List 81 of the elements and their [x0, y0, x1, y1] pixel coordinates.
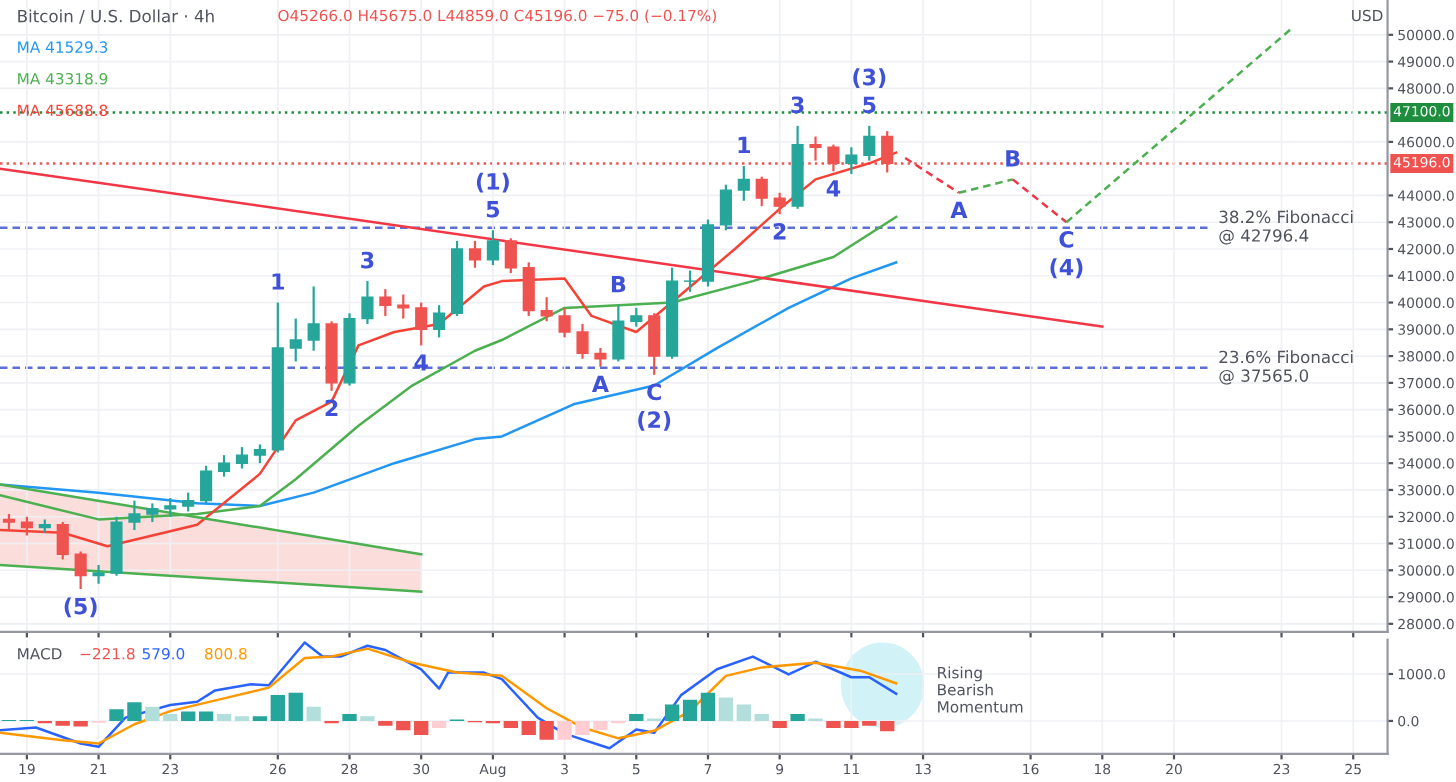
candlestick: [594, 346, 607, 368]
annotation: 1: [738, 136, 751, 154]
candlestick: [683, 269, 697, 293]
annotation: C: [647, 383, 661, 401]
bar: [342, 713, 357, 721]
candlestick: [20, 515, 33, 537]
bar: [503, 720, 518, 729]
annotation: (1): [476, 172, 509, 193]
annotation: (5): [64, 597, 97, 618]
bar: [700, 692, 716, 721]
candlestick: [397, 293, 410, 320]
candlestick: [164, 496, 177, 518]
candlestick: [540, 296, 553, 323]
candlestick: [217, 454, 231, 478]
ref-line-label: 23.6% Fibonacci @ 37565.0: [1219, 350, 1353, 385]
candlestick: [92, 563, 105, 585]
candlestick: [379, 288, 392, 318]
annotation: 4: [826, 180, 841, 197]
candlestick: [253, 443, 266, 465]
candlestick: [863, 124, 876, 162]
candlestick: [433, 304, 446, 339]
candlestick: [737, 164, 750, 202]
candlestick: [719, 183, 732, 232]
annotation: 1: [272, 273, 285, 290]
candlestick: [558, 306, 571, 339]
annotation: 3: [361, 251, 374, 269]
candlestick: [486, 229, 499, 267]
bar: [270, 695, 285, 721]
annotation: (2): [638, 410, 671, 431]
candlestick: [845, 146, 858, 176]
annotation: 5: [486, 201, 500, 218]
candlestick: [504, 237, 517, 275]
candlestick: [289, 317, 302, 363]
annotation: C: [1059, 230, 1074, 248]
candlestick: [200, 464, 213, 505]
candlestick: [576, 322, 589, 360]
annotation: 2: [773, 222, 786, 240]
bar: [790, 713, 805, 721]
bar: [288, 692, 303, 721]
bar: [629, 713, 644, 721]
bar: [414, 720, 429, 736]
bar: [306, 706, 321, 721]
bar: [216, 713, 232, 721]
candlestick: [415, 301, 428, 347]
candlestick: [56, 520, 69, 561]
candlestick: [361, 280, 374, 326]
ref-line-label: 38.2% Fibonacci @ 42796.4: [1219, 210, 1353, 245]
candlestick: [612, 304, 625, 363]
annotation: B: [1006, 150, 1020, 167]
candlestick: [755, 175, 768, 208]
candlestick: [235, 446, 249, 470]
annotation: 3: [791, 96, 804, 114]
annotation: 4: [414, 354, 428, 371]
annotation: (3): [853, 68, 886, 89]
bar: [772, 720, 787, 729]
candlestick: [468, 239, 482, 269]
annotation: 5: [863, 96, 876, 114]
candlestick: [74, 550, 87, 591]
bar: [736, 704, 751, 721]
candlestick: [773, 191, 786, 216]
candlestick: [630, 306, 643, 328]
annotation: (4): [1050, 258, 1083, 279]
bar: [682, 699, 698, 721]
bar: [664, 704, 680, 721]
bar: [880, 720, 895, 732]
chart-title: Bitcoin / U.S. Dollar · 4h: [18, 9, 214, 24]
bar: [754, 713, 769, 721]
bar: [431, 720, 447, 729]
candlestick: [307, 285, 320, 352]
annotation: B: [611, 276, 626, 293]
candlestick: [182, 491, 195, 513]
bar: [181, 711, 196, 721]
annotation: A: [591, 375, 609, 393]
bar: [198, 711, 214, 721]
candlestick: [522, 261, 535, 318]
annotation: 2: [325, 399, 338, 417]
annotation: A: [950, 201, 968, 218]
candlestick: [146, 502, 159, 524]
candlestick: [128, 499, 141, 532]
bar: [718, 697, 734, 721]
candlestick: [648, 312, 661, 376]
